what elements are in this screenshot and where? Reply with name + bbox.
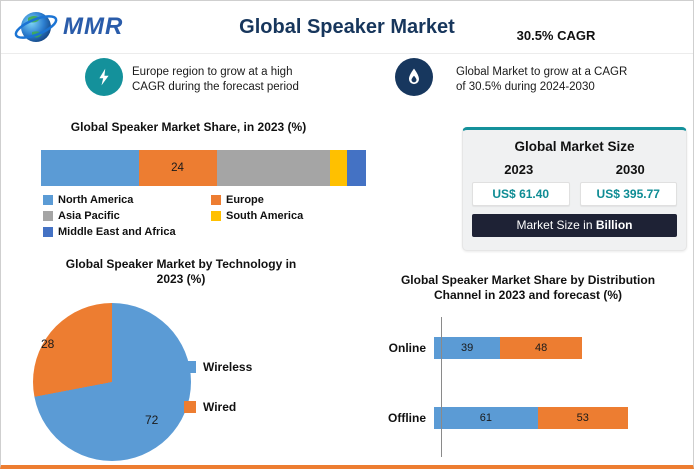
legend-swatch [184, 401, 196, 413]
legend-swatch [211, 211, 221, 221]
legend-label: Wired [203, 400, 237, 414]
europe-callout-text: Europe region to grow at a high CAGR dur… [132, 66, 299, 93]
technology-pie-wrap: 28 72 [33, 303, 191, 461]
footer-prefix: Market Size in [516, 218, 596, 232]
legend-wireless: Wireless [184, 360, 252, 374]
region-chart-title: Global Speaker Market Share, in 2023 (%) [70, 120, 307, 134]
legend-south-america: South America [211, 210, 373, 222]
legend-swatch [184, 361, 196, 373]
segment-south-america [330, 150, 347, 186]
logo-text: MMR [63, 13, 124, 40]
pie-label-wired: 28 [41, 337, 55, 351]
market-size-footer: Market Size in Billion [472, 214, 677, 237]
segment-europe: 24 [138, 150, 217, 186]
market-size-values: US$ 61.40 US$ 395.77 [463, 182, 686, 206]
value-2023: US$ 61.40 [472, 182, 570, 206]
market-size-panel: Global Market Size 2023 2030 US$ 61.40 U… [462, 127, 687, 251]
legend-europe: Europe [211, 194, 373, 206]
legend-swatch [211, 195, 221, 205]
value-2030: US$ 395.77 [579, 182, 677, 206]
legend-label: South America [226, 210, 304, 222]
legend-label: North America [58, 194, 134, 206]
legend-middle-east-and-africa: Middle East and Africa [43, 226, 211, 238]
dist-segment-forecast: 53 [537, 407, 628, 429]
cagr-heading: 30.5% CAGR [516, 28, 596, 43]
segment-asia-pacific [216, 150, 331, 186]
dist-bar: 39 48 [434, 337, 582, 359]
flame-icon [395, 58, 433, 96]
distribution-chart: Online 39 48 Offline 61 53 [376, 311, 684, 463]
dist-segment-2023: 39 [434, 337, 501, 359]
market-size-title: Global Market Size [514, 139, 635, 154]
dist-category-label: Online [388, 341, 426, 355]
cagr-callout-text: Global Market to grow at a CAGR of 30.5%… [456, 66, 628, 93]
segment-north-america [41, 150, 139, 186]
globe-icon [14, 12, 58, 42]
dist-row-online: Online 39 48 [376, 337, 684, 359]
dist-category-label: Offline [388, 411, 426, 425]
technology-chart-title: Global Speaker Market by Technology in 2… [65, 257, 297, 286]
dist-bar: 61 53 [434, 407, 628, 429]
legend-north-america: North America [43, 194, 211, 206]
legend-label: Europe [226, 194, 264, 206]
dist-segment-2023: 61 [434, 407, 538, 429]
header: MMR Global Speaker Market [1, 1, 693, 54]
legend-asia-pacific: Asia Pacific [43, 210, 211, 222]
legend-label: Asia Pacific [58, 210, 120, 222]
technology-pie-chart [33, 303, 191, 461]
segment-middle-east-and-africa [346, 150, 366, 186]
legend-label: Wireless [203, 360, 253, 374]
legend-swatch [43, 211, 53, 221]
dist-row-offline: Offline 61 53 [376, 407, 684, 429]
legend-label: Middle East and Africa [58, 226, 176, 238]
region-stacked-bar: 24 [41, 150, 366, 186]
market-size-years: 2023 2030 [463, 162, 686, 177]
year-2023: 2023 [504, 162, 534, 177]
region-legend: North America Europe Asia Pacific South Ame… [43, 194, 373, 238]
legend-swatch [43, 195, 53, 205]
footer-unit: Billion [595, 218, 633, 232]
legend-swatch [43, 227, 53, 237]
distribution-axis [441, 317, 442, 457]
technology-legend: Wireless Wired [184, 360, 252, 414]
distribution-rows: Online 39 48 Offline 61 53 [376, 337, 684, 429]
year-2030: 2030 [615, 162, 645, 177]
mmr-logo: MMR [13, 5, 123, 49]
page-title: Global Speaker Market [239, 16, 455, 38]
legend-wired: Wired [184, 400, 252, 414]
pie-label-wireless: 72 [145, 413, 159, 427]
dist-segment-forecast: 48 [500, 337, 582, 359]
distribution-chart-title: Global Speaker Market Share by Distribut… [400, 273, 656, 302]
lightning-icon [85, 58, 123, 96]
